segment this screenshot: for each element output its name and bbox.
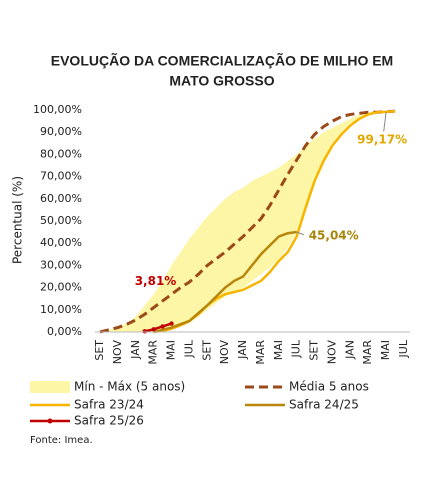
x-tick-label: MAI	[272, 340, 285, 360]
y-axis-title: Percentual (%)	[11, 176, 25, 264]
point-marker	[151, 327, 156, 332]
series-line	[153, 230, 297, 334]
min-max-band	[100, 110, 404, 332]
y-tick-label: 20,00%	[40, 281, 82, 294]
x-tick-label: NOV	[111, 340, 124, 365]
point-marker	[142, 329, 147, 334]
y-tick-label: 80,00%	[40, 147, 82, 160]
x-tick-label: MAI	[379, 340, 392, 360]
x-tick-label: MAR	[147, 340, 160, 365]
x-tick-label: JAN	[129, 340, 142, 360]
data-label: 3,81%	[135, 274, 177, 288]
x-tick-label: SET	[308, 340, 321, 361]
x-tick-label: SET	[93, 340, 106, 361]
point-marker	[160, 324, 165, 329]
series-line	[144, 322, 172, 333]
x-tick-label: MAI	[165, 340, 178, 360]
legend-label: Safra 24/25	[289, 398, 359, 412]
legend-swatch	[30, 381, 70, 393]
y-tick-label: 10,00%	[40, 303, 82, 316]
y-tick-label: 50,00%	[40, 214, 82, 227]
x-tick-label: MAR	[361, 340, 374, 365]
legend-marker	[47, 418, 53, 424]
chart-title: EVOLUÇÃO DA COMERCIALIZAÇÃO DE MILHO EM	[51, 52, 393, 69]
x-tick-label: NOV	[218, 340, 231, 365]
label-leader	[383, 111, 387, 132]
y-tick-label: 60,00%	[40, 192, 82, 205]
chart-title: MATO GROSSO	[169, 73, 274, 89]
legend-label: Safra 25/26	[74, 414, 144, 428]
y-tick-label: 0,00%	[47, 325, 82, 338]
source: Fonte: Imea.	[30, 435, 93, 446]
data-label: 45,04%	[309, 229, 359, 243]
x-tick-label: NOV	[325, 340, 338, 365]
x-tick-label: JAN	[236, 340, 249, 360]
legend-label: Média 5 anos	[289, 380, 369, 394]
y-tick-label: 30,00%	[40, 258, 82, 271]
series-line	[99, 109, 396, 334]
legend-label: Safra 23/24	[74, 398, 144, 412]
data-label: 99,17%	[357, 132, 407, 146]
x-tick-label: JUL	[290, 339, 303, 358]
label-leader	[296, 231, 305, 236]
x-tick-label: JUL	[397, 339, 410, 358]
y-tick-label: 90,00%	[40, 125, 82, 138]
y-tick-label: 100,00%	[33, 103, 82, 116]
legend-label: Mín - Máx (5 anos)	[74, 380, 185, 394]
y-tick-label: 40,00%	[40, 236, 82, 249]
point-marker	[169, 321, 174, 326]
y-tick-label: 70,00%	[40, 170, 82, 183]
x-tick-label: SET	[200, 340, 213, 361]
x-tick-label: JAN	[343, 340, 356, 360]
x-tick-label: JUL	[182, 339, 195, 358]
x-tick-label: MAR	[254, 340, 267, 365]
